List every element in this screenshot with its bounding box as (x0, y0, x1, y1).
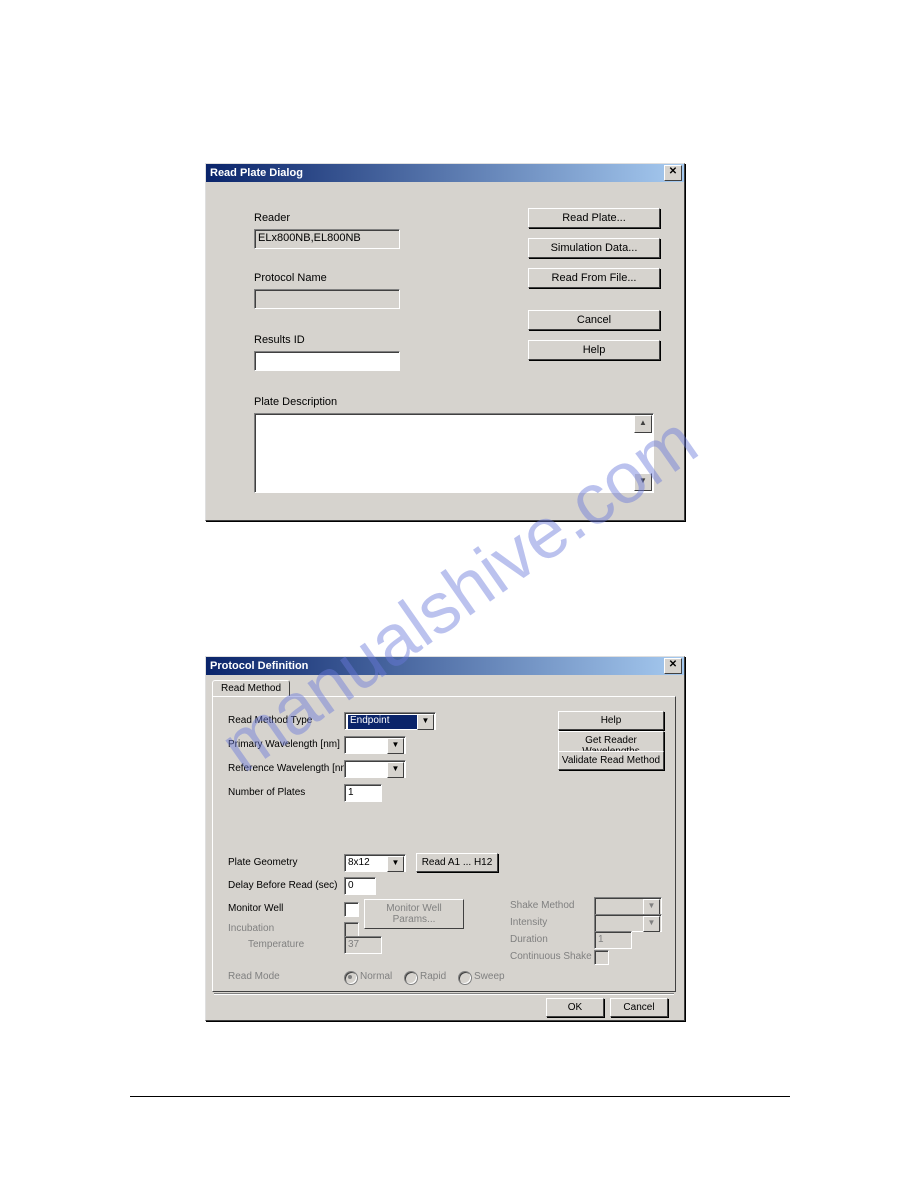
continuous-shake-checkbox (594, 950, 609, 965)
normal-radio (344, 971, 358, 985)
rapid-radio (404, 971, 418, 985)
plate-geometry-combo[interactable]: 8x12 ▼ (344, 854, 406, 872)
incubation-checkbox (344, 922, 359, 937)
monitor-well-checkbox[interactable] (344, 902, 359, 917)
chevron-down-icon[interactable]: ▼ (387, 738, 404, 754)
help-button[interactable]: Help (558, 711, 664, 730)
monitor-well-label: Monitor Well (228, 903, 283, 914)
titlebar: Read Plate Dialog ✕ (206, 164, 684, 182)
chevron-down-icon[interactable]: ▼ (387, 762, 404, 778)
sweep-radio-label: Sweep (474, 971, 505, 982)
cancel-button[interactable]: Cancel (610, 998, 668, 1017)
reader-label: Reader (254, 212, 290, 224)
intensity-combo: ▼ (594, 914, 662, 932)
number-of-plates-input[interactable]: 1 (344, 784, 382, 802)
incubation-label: Incubation (228, 923, 274, 934)
chevron-down-icon: ▼ (643, 899, 660, 915)
scroll-up-icon[interactable]: ▲ (634, 415, 652, 433)
close-icon[interactable]: ✕ (664, 165, 682, 181)
delay-before-read-label: Delay Before Read (sec) (228, 880, 338, 891)
combo-value (598, 900, 643, 914)
plate-description-textarea[interactable]: ▲ ▼ (254, 413, 654, 493)
protocol-name-field (254, 289, 400, 309)
combo-value (348, 763, 387, 777)
protocol-definition-dialog: Protocol Definition ✕ Read Method Read M… (205, 656, 685, 1021)
combo-value (598, 917, 643, 931)
intensity-label: Intensity (510, 917, 547, 928)
sweep-radio (458, 971, 472, 985)
separator (214, 993, 674, 995)
dialog-title: Protocol Definition (210, 657, 308, 675)
read-method-type-combo[interactable]: Endpoint ▼ (344, 712, 436, 730)
read-method-type-label: Read Method Type (228, 715, 312, 726)
read-plate-dialog: Read Plate Dialog ✕ Reader ELx800NB,EL80… (205, 163, 685, 521)
combo-value: 8x12 (348, 857, 387, 871)
read-mode-label: Read Mode (228, 971, 280, 982)
shake-method-label: Shake Method (510, 900, 575, 911)
combo-value: Endpoint (348, 715, 417, 729)
monitor-well-params-button: Monitor Well Params... (364, 899, 464, 929)
number-of-plates-label: Number of Plates (228, 787, 305, 798)
continuous-shake-label: Continuous Shake (510, 951, 592, 962)
primary-wavelength-label: Primary Wavelength [nm] (228, 739, 340, 750)
dialog-title: Read Plate Dialog (210, 164, 303, 182)
duration-input: 1 (594, 931, 632, 949)
plate-description-label: Plate Description (254, 396, 337, 408)
protocol-name-label: Protocol Name (254, 272, 327, 284)
read-from-file-button[interactable]: Read From File... (528, 268, 660, 288)
reader-field: ELx800NB,EL800NB (254, 229, 400, 249)
shake-method-combo: ▼ (594, 897, 662, 915)
read-plate-button[interactable]: Read Plate... (528, 208, 660, 228)
help-button[interactable]: Help (528, 340, 660, 360)
chevron-down-icon: ▼ (643, 916, 660, 932)
reference-wavelength-combo[interactable]: ▼ (344, 760, 406, 778)
footer-rule (130, 1096, 790, 1097)
titlebar: Protocol Definition ✕ (206, 657, 684, 675)
normal-radio-label: Normal (360, 971, 392, 982)
temperature-input: 37 (344, 936, 382, 954)
delay-input[interactable]: 0 (344, 877, 376, 895)
plate-geometry-label: Plate Geometry (228, 857, 297, 868)
results-id-label: Results ID (254, 334, 305, 346)
validate-read-method-button[interactable]: Validate Read Method (558, 751, 664, 770)
primary-wavelength-combo[interactable]: ▼ (344, 736, 406, 754)
read-range-button[interactable]: Read A1 ... H12 (416, 853, 498, 872)
duration-label: Duration (510, 934, 548, 945)
rapid-radio-label: Rapid (420, 971, 446, 982)
chevron-down-icon[interactable]: ▼ (417, 714, 434, 730)
combo-value (348, 739, 387, 753)
cancel-button[interactable]: Cancel (528, 310, 660, 330)
ok-button[interactable]: OK (546, 998, 604, 1017)
temperature-label: Temperature (248, 939, 304, 950)
tab-read-method[interactable]: Read Method (212, 680, 290, 696)
chevron-down-icon[interactable]: ▼ (387, 856, 404, 872)
reference-wavelength-label: Reference Wavelength [nm] (228, 763, 352, 774)
scroll-down-icon[interactable]: ▼ (634, 473, 652, 491)
simulation-data-button[interactable]: Simulation Data... (528, 238, 660, 258)
close-icon[interactable]: ✕ (664, 658, 682, 674)
results-id-input[interactable] (254, 351, 400, 371)
